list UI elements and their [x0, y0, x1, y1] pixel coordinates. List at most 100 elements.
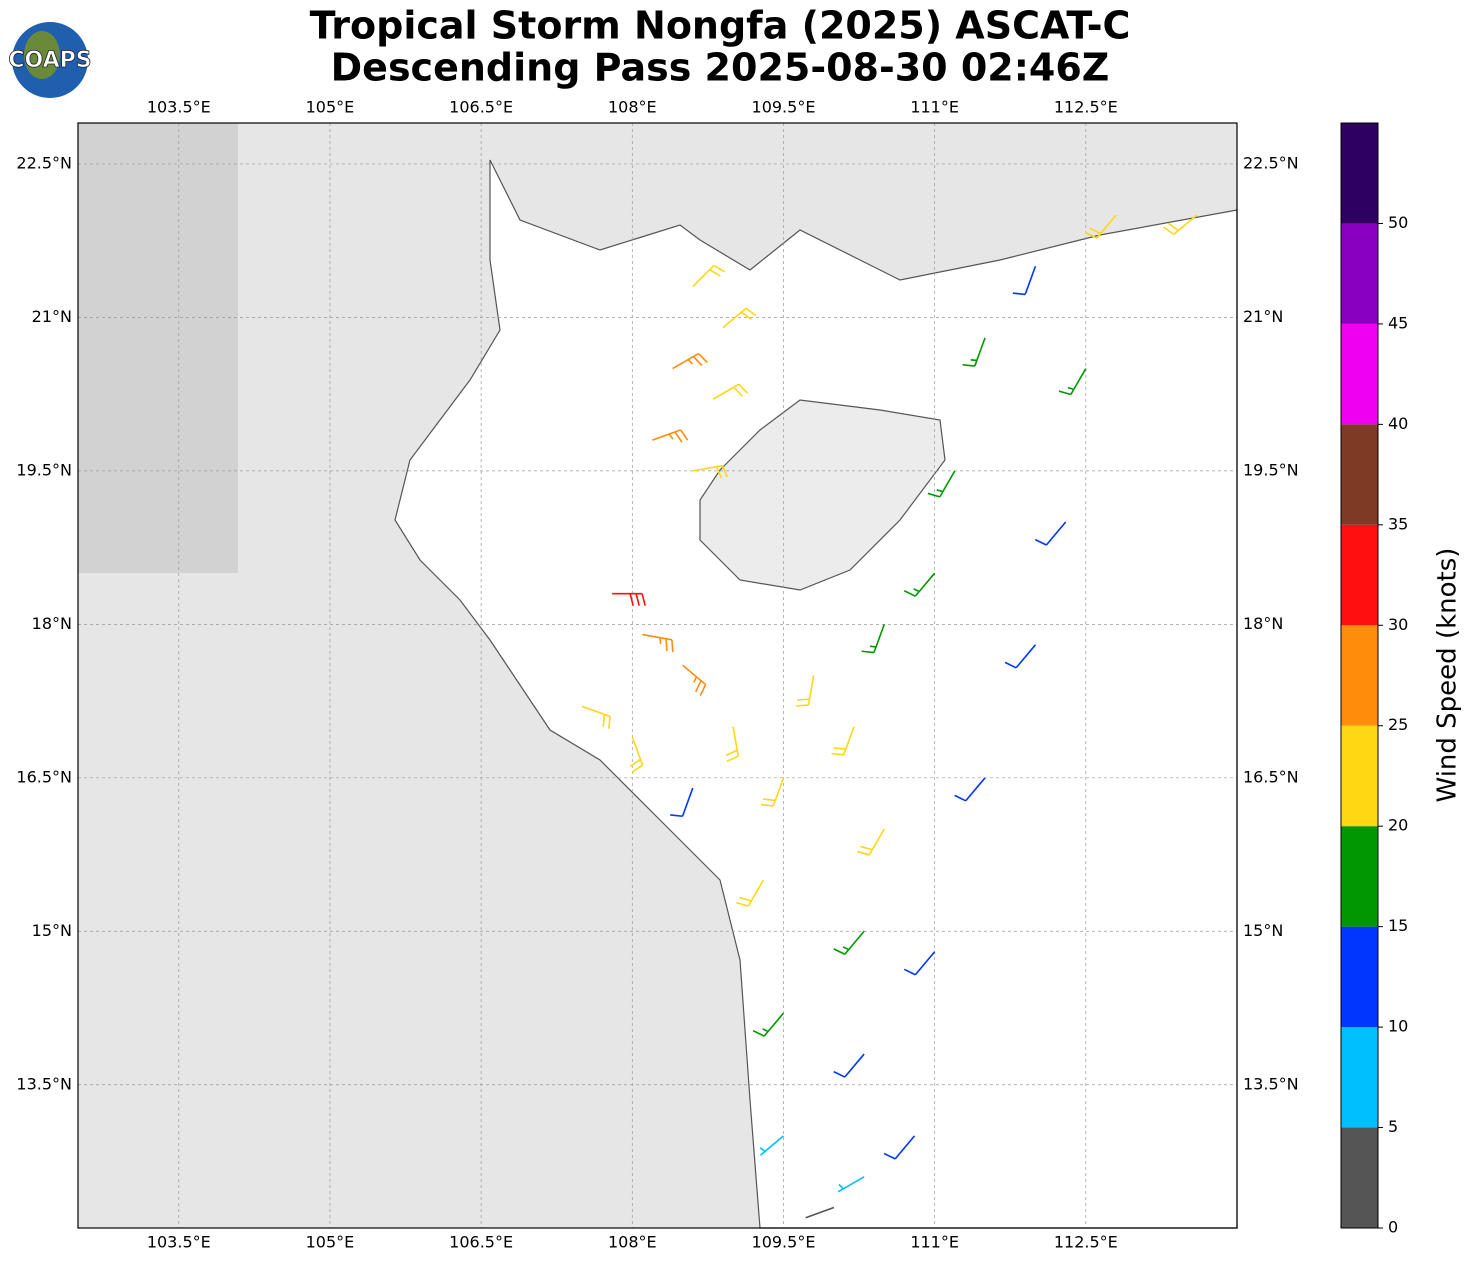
- wind-barb: [903, 572, 936, 597]
- colorbar-bin: [1341, 123, 1378, 224]
- wind-barb: [796, 675, 815, 707]
- colorbar-frame: [1340, 122, 1379, 1229]
- wind-barb: [581, 705, 611, 729]
- colorbar-bin: [1341, 826, 1378, 927]
- wind-barb: [1163, 214, 1198, 236]
- wind-barb: [833, 930, 865, 955]
- chart-subtitle: Descending Pass 2025-08-30 02:46Z: [331, 46, 1110, 90]
- wind-barb: [831, 726, 855, 756]
- x-tick-label: 103.5°E: [147, 98, 211, 117]
- plot-layer: 103.5°E 103.5°E 105°E 105°E 106.5°E 106.5°E 10…: [16, 98, 1408, 1252]
- wind-barb: [672, 352, 708, 370]
- wind-barb: [1085, 214, 1117, 239]
- y-tick-label: 19.5°N: [1243, 460, 1299, 479]
- y-tick-label: 19.5°N: [16, 460, 72, 479]
- colorbar-bin: [1341, 625, 1378, 726]
- wind-barb: [712, 383, 749, 400]
- x-tick-label: 106.5°E: [449, 1233, 513, 1252]
- colorbar-tick-label: 25: [1388, 715, 1408, 734]
- x-tick-label: 109.5°E: [752, 1233, 816, 1252]
- colorbar-tick-label: 0: [1388, 1218, 1398, 1237]
- y-tick-label: 16.5°N: [1243, 767, 1299, 786]
- colorbar-tick-label: 15: [1388, 916, 1408, 935]
- wind-barb: [725, 726, 740, 762]
- y-tick-label: 16.5°N: [16, 767, 72, 786]
- colorbar-tick-label: 5: [1388, 1117, 1398, 1136]
- wind-barb: [903, 951, 936, 976]
- wind-barb: [652, 429, 689, 443]
- x-tick-label: 108°E: [608, 98, 657, 117]
- wind-barb: [954, 777, 986, 802]
- wind-barb: [692, 464, 729, 479]
- colorbar-bin: [1341, 223, 1378, 324]
- wind-barb: [759, 1135, 784, 1156]
- wind-barb: [722, 307, 757, 329]
- x-tick-label: 109.5°E: [752, 98, 816, 117]
- wind-barb: [883, 1135, 916, 1160]
- y-tick-label: 18°N: [1243, 614, 1283, 633]
- wind-barb: [670, 787, 694, 818]
- wind-barb: [805, 1206, 835, 1219]
- colorbar-tick-label: 30: [1388, 615, 1408, 634]
- logo-text: COAPS: [8, 48, 91, 73]
- y-tick-label: 15°N: [32, 921, 72, 940]
- wind-barb: [927, 470, 956, 498]
- logo: COAPS: [8, 22, 92, 98]
- x-tick-label: 111°E: [910, 98, 959, 117]
- y-tick-label: 22.5°N: [16, 153, 72, 172]
- x-tick-label: 112.5°E: [1054, 98, 1118, 117]
- colorbar-tick-label: 10: [1388, 1017, 1408, 1036]
- wind-barb: [612, 592, 646, 606]
- x-tick-label: 106.5°E: [449, 98, 513, 117]
- y-tick-label: 21°N: [1243, 307, 1283, 326]
- wind-barb: [861, 624, 886, 654]
- y-tick-label: 22.5°N: [1243, 153, 1299, 172]
- y-tick-label: 13.5°N: [16, 1074, 72, 1093]
- wind-barb: [642, 633, 674, 653]
- y-tick-label: 21°N: [32, 307, 72, 326]
- colorbar-tick-label: 40: [1388, 414, 1408, 433]
- wind-barb: [962, 337, 986, 367]
- wind-barb: [1004, 644, 1037, 669]
- sea: [394, 159, 1238, 1229]
- map-frame: [77, 122, 1238, 1229]
- colorbar-tick-label: 20: [1388, 816, 1408, 835]
- wind-barb: [837, 1176, 865, 1193]
- chart-title: Tropical Storm Nongfa (2025) ASCAT-C: [310, 4, 1131, 48]
- x-tick-label: 111°E: [910, 1233, 959, 1252]
- colorbar-tick-label: 50: [1388, 213, 1408, 232]
- x-tick-label: 108°E: [608, 1233, 657, 1252]
- colorbar-bin: [1341, 926, 1378, 1028]
- y-tick-label: 15°N: [1243, 921, 1283, 940]
- wind-barb: [1012, 265, 1037, 296]
- wind-barb: [629, 736, 644, 773]
- colorbar-label: Wind Speed (knots): [1433, 548, 1463, 803]
- terrain: [78, 123, 238, 573]
- wind-barb: [692, 264, 726, 288]
- colorbar-bin: [1341, 424, 1378, 525]
- colorbar-bin: [1341, 1127, 1378, 1228]
- wind-barb: [760, 777, 785, 807]
- x-tick-label: 112.5°E: [1054, 1233, 1118, 1252]
- wind-barb: [833, 1053, 865, 1078]
- y-tick-label: 13.5°N: [1243, 1074, 1299, 1093]
- x-tick-label: 105°E: [306, 1233, 355, 1252]
- colorbar-tick-label: 45: [1388, 313, 1408, 332]
- wind-barb: [682, 664, 707, 697]
- colorbar-bin: [1341, 1027, 1378, 1128]
- wind-barb: [752, 1012, 785, 1037]
- x-tick-label: 105°E: [306, 98, 355, 117]
- colorbar-bin: [1341, 725, 1378, 827]
- hainan-island: [699, 399, 946, 591]
- colorbar-tick-label: 35: [1388, 514, 1408, 533]
- wind-barb: [857, 828, 885, 856]
- x-tick-label: 103.5°E: [147, 1233, 211, 1252]
- colorbar-bin: [1341, 323, 1378, 425]
- logo-land: [24, 31, 60, 79]
- wind-barb: [736, 879, 765, 907]
- map-base: [78, 123, 1238, 1229]
- wind-barb: [1034, 521, 1067, 546]
- colorbar-bin: [1341, 524, 1378, 626]
- y-tick-label: 18°N: [32, 614, 72, 633]
